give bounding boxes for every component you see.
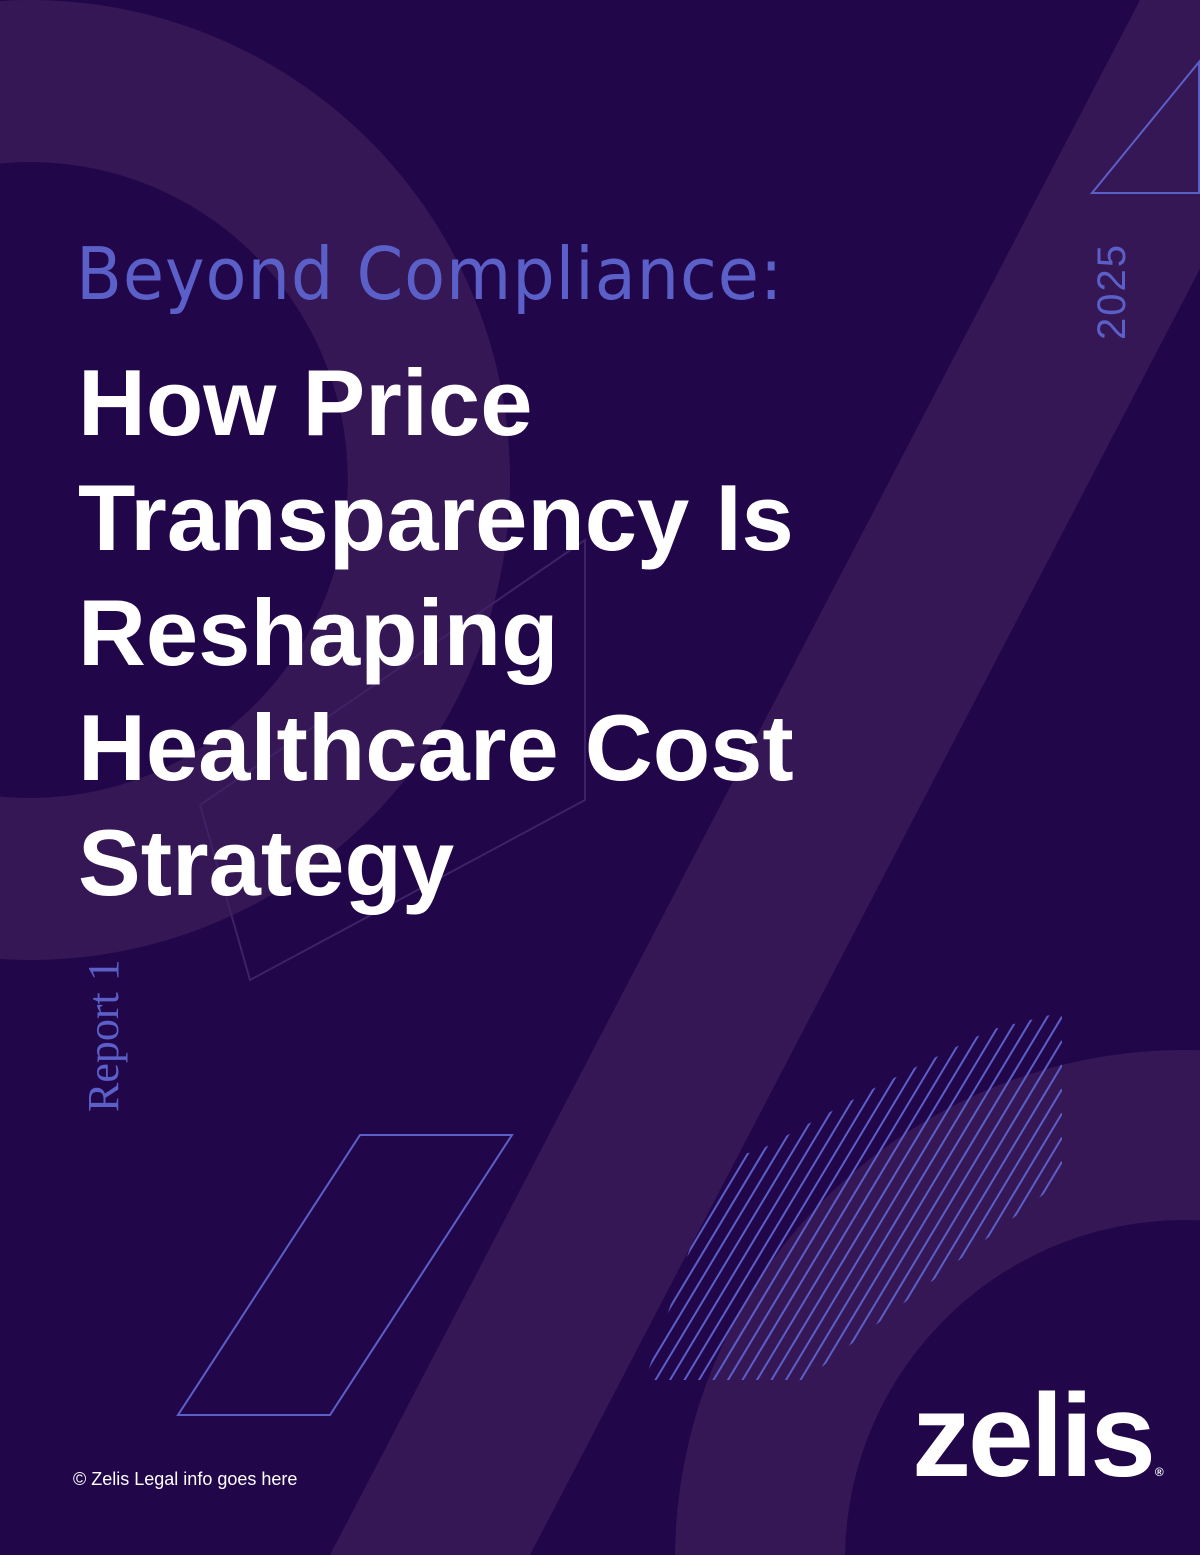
title-line: How Price — [78, 350, 533, 455]
registered-mark: ® — [1154, 1465, 1164, 1479]
report-label: Report 1 — [79, 959, 128, 1112]
faint-outline-shape — [199, 538, 586, 982]
diagonal-band — [330, 0, 1200, 1555]
logo-text: zelis — [912, 1370, 1156, 1502]
cover-title: How Price Transparency Is Reshaping Heal… — [78, 345, 978, 920]
title-line: Reshaping — [78, 580, 559, 685]
zelis-logo: zelis ® — [912, 1368, 1164, 1504]
title-line: Transparency Is — [78, 465, 794, 570]
arc-shape-bottom-right — [675, 1049, 1200, 1555]
outline-parallelogram — [176, 1134, 514, 1416]
outline-triangle — [1089, 59, 1200, 194]
hatch-line — [787, 1012, 1060, 1380]
year-label: 2025 — [1090, 243, 1134, 340]
title-line: Healthcare Cost — [78, 695, 794, 800]
hatch-line — [802, 1012, 1062, 1380]
title-line: Strategy — [78, 810, 455, 915]
hatch-line — [816, 1012, 1062, 1380]
legal-footer: © Zelis Legal info goes here — [73, 1469, 298, 1489]
cover-subtitle: Beyond Compliance: — [76, 232, 784, 316]
arc-shape-top-left — [0, 0, 511, 961]
